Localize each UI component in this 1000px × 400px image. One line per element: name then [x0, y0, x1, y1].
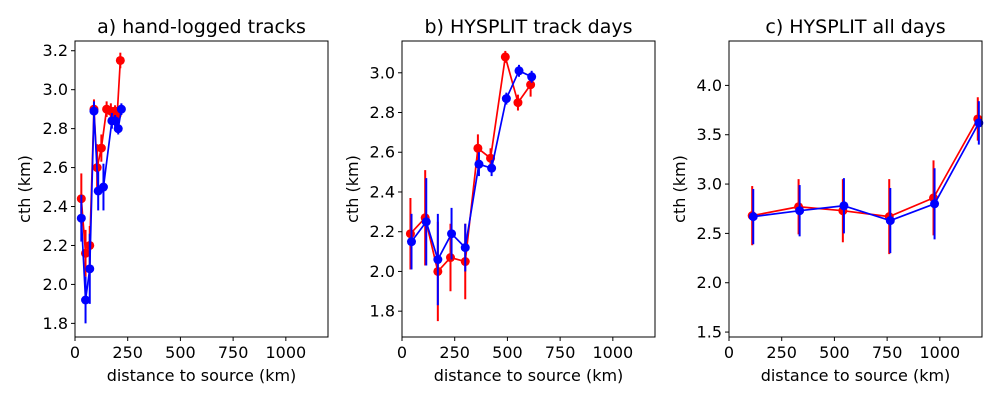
panel-c-plot-area [747, 97, 984, 255]
panel-a-y-tick-label: 3.2 [43, 41, 68, 60]
panel-b-x-tick-label: 0 [397, 343, 407, 362]
panel-b-blue-point [501, 94, 511, 104]
panel-a-x-axis-label: distance to source (km) [107, 366, 297, 385]
panel-c-y-axis-label: cth (km) [670, 155, 689, 223]
panel-b-blue-point [474, 159, 484, 169]
panel-b-y-tick-label: 2.0 [370, 262, 395, 281]
panel-b-blue-point [460, 243, 470, 253]
panel-a-red-point [96, 143, 106, 153]
panel-c-y-tick-label: 3.0 [697, 175, 722, 194]
panel-a-blue-point [89, 106, 99, 116]
panel-c-x-tick-label: 0 [724, 343, 734, 362]
panel-a-blue-point [81, 295, 91, 305]
panel-b-y-tick-label: 2.8 [370, 103, 395, 122]
panel-a-plot-area [76, 52, 126, 324]
panel-a-axes-frame [74, 40, 329, 338]
panel-c-x-tick-label: 750 [872, 343, 903, 362]
panel-b-ticks: 0 250 500 750 1000 1.8 2.0 2.2 2.4 2.6 2.8 3.0 [370, 63, 634, 362]
panel-a-y-axis-label: cth (km) [15, 155, 34, 223]
panel-b-y-tick-label: 3.0 [370, 63, 395, 82]
panel-a-blue-point [76, 213, 86, 223]
panel-a-blue-point [116, 104, 126, 114]
panel-a-x-tick-label: 750 [218, 343, 249, 362]
panel-a-y-tick-label: 3.0 [43, 80, 68, 99]
panel-b-y-tick-label: 1.8 [370, 302, 395, 321]
panel-a-x-tick-label: 0 [70, 343, 80, 362]
panel-b-x-tick-label: 500 [492, 343, 523, 362]
panel-a-y-tick-label: 2.4 [43, 197, 68, 216]
panel-b-plot-area [405, 50, 537, 322]
panel-c-blue-point [930, 199, 940, 209]
panel-b-blue-point [421, 217, 431, 227]
panel-b-blue-point [433, 255, 443, 265]
panel-b-x-axis-label: distance to source (km) [434, 366, 624, 385]
panel-b-blue-point [487, 163, 497, 173]
panel-c-y-tick-label: 2.5 [697, 224, 722, 243]
panel-a-y-tick-label: 2.0 [43, 275, 68, 294]
panel-b-y-tick-label: 2.4 [370, 182, 395, 201]
panel-c-y-tick-label: 1.5 [697, 323, 722, 342]
panel-b-red-point [513, 98, 523, 108]
panel-a-blue-point [85, 264, 95, 274]
panel-b-blue-point [447, 229, 457, 239]
panel-b-title: b) HYSPLIT track days [425, 16, 633, 38]
panel-b-blue-point [406, 237, 416, 247]
panel-a: a) hand-logged tracks distance to source… [15, 16, 329, 385]
panel-c-blue-point [748, 212, 758, 222]
panel-a-y-tick-label: 2.6 [43, 158, 68, 177]
panel-a-y-tick-label: 1.8 [43, 314, 68, 333]
panel-b-x-tick-label: 750 [545, 343, 576, 362]
panel-a-x-tick-label: 1000 [265, 343, 306, 362]
panel-a-blue-point [98, 182, 108, 192]
panel-a-x-tick-label: 250 [112, 343, 143, 362]
panel-c-title: c) HYSPLIT all days [765, 16, 945, 38]
panel-a-blue-point [113, 124, 123, 134]
panel-b-red-point [500, 52, 510, 62]
panel-c-x-tick-label: 500 [819, 343, 850, 362]
panel-c-x-tick-label: 1000 [919, 343, 960, 362]
panel-b-blue-point [527, 72, 537, 82]
panel-c-blue-point [839, 201, 849, 211]
panel-a-blue-point [110, 116, 120, 126]
panel-b-y-axis-label: cth (km) [343, 155, 362, 223]
panel-c-ticks: 0 250 500 750 1000 1.5 2.0 2.5 3.0 3.5 4.0 [697, 76, 961, 362]
panel-b-x-tick-label: 250 [439, 343, 470, 362]
panel-b-blue-point [514, 66, 524, 76]
panel-a-y-tick-label: 2.8 [43, 119, 68, 138]
panel-b-red-point [526, 80, 536, 90]
panel-b: b) HYSPLIT track days distance to source… [343, 16, 656, 385]
panel-a-title: a) hand-logged tracks [97, 16, 306, 38]
panel-c-x-tick-label: 250 [766, 343, 797, 362]
panel-b-axes-frame [401, 40, 656, 338]
panel-c-blue-point [795, 206, 805, 216]
panel-c-y-tick-label: 2.0 [697, 273, 722, 292]
panel-b-red-point [473, 143, 483, 153]
panel-b-blue-series-line [410, 69, 533, 261]
panel-b-y-tick-label: 2.2 [370, 222, 395, 241]
panel-a-y-tick-label: 2.2 [43, 236, 68, 255]
panel-c-blue-point [885, 216, 895, 226]
panel-a-red-point [115, 55, 125, 65]
panel-c: c) HYSPLIT all days distance to source (… [670, 16, 984, 385]
panel-c-blue-point [974, 118, 984, 128]
panel-c-axes-frame [728, 40, 983, 338]
panel-b-red-point [445, 253, 455, 263]
panel-b-x-tick-label: 1000 [592, 343, 633, 362]
panel-c-blue-series-line [753, 122, 980, 222]
panel-c-y-tick-label: 4.0 [697, 76, 722, 95]
panel-a-x-tick-label: 500 [165, 343, 196, 362]
panel-c-x-axis-label: distance to source (km) [761, 366, 951, 385]
panel-a-ticks: 0 250 500 750 1000 1.8 2.0 2.2 2.4 2.6 2.8 3.0 3.2 [43, 41, 307, 362]
panel-c-y-tick-label: 3.5 [697, 125, 722, 144]
panel-b-y-tick-label: 2.6 [370, 143, 395, 162]
panel-b-red-point [405, 229, 415, 239]
